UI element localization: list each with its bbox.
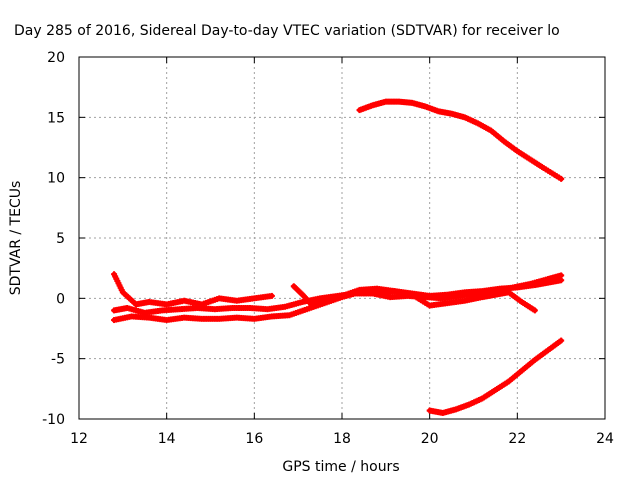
x-tick-label: 12 [70,431,88,447]
series-track [427,338,564,416]
data-points [111,98,565,416]
y-tick-label: -10 [42,412,65,428]
x-tick-label: 16 [245,431,263,447]
data-point [268,292,275,299]
y-tick-label: 10 [47,171,65,187]
x-tick-label: 18 [333,431,351,447]
y-tick-label: 15 [47,110,65,126]
y-tick-label: 0 [56,291,65,307]
x-tick-label: 24 [596,431,614,447]
y-tick-label: 5 [56,231,65,247]
chart-title: Day 285 of 2016, Sidereal Day-to-day VTE… [14,23,560,39]
axis-ticks: 12 14 16 18 20 22 24 -10 -5 0 5 10 15 20 [42,50,614,447]
x-axis-label: GPS time / hours [282,459,399,475]
data-point [531,307,538,314]
x-tick-label: 20 [421,431,439,447]
grid-lines [79,57,605,419]
data-point [558,337,565,344]
y-tick-label: -5 [51,352,65,368]
y-tick-label: 20 [47,50,65,66]
data-point [558,175,565,182]
data-point [558,277,565,284]
x-tick-label: 22 [508,431,526,447]
x-tick-label: 14 [158,431,176,447]
y-axis-label: SDTVAR / TECUs [8,181,24,296]
